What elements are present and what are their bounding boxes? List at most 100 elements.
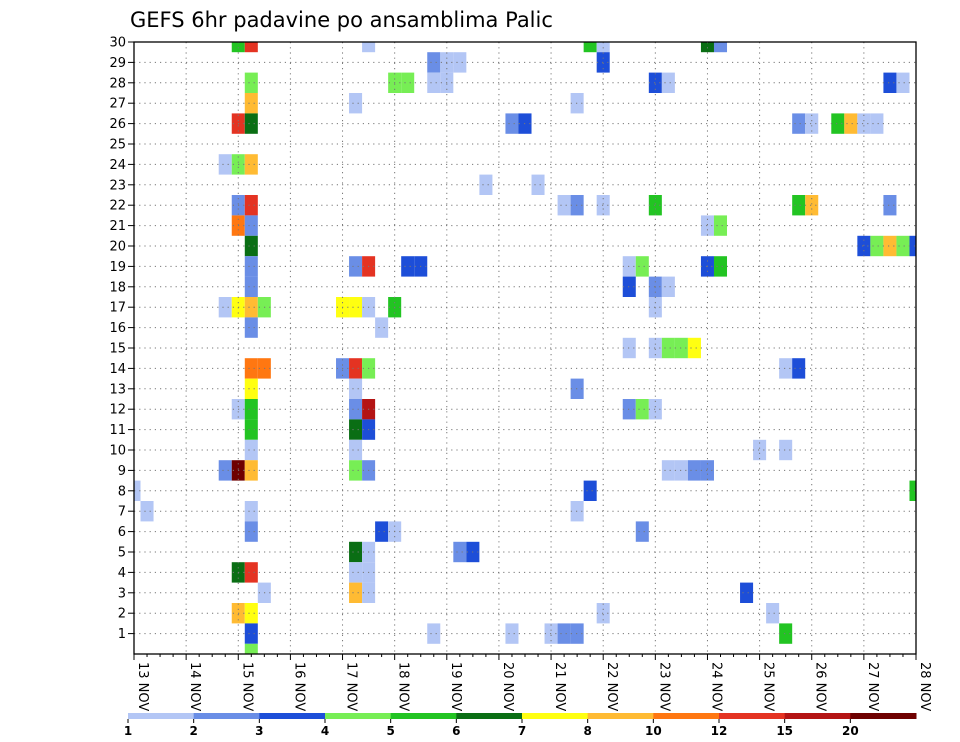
- precip-cell: [244, 256, 258, 277]
- colorbar-swatch: [128, 713, 195, 719]
- precip-cell: [674, 337, 688, 359]
- precip-cell: [349, 256, 363, 277]
- colorbar-swatch: [193, 713, 260, 719]
- y-tick-label: 17: [109, 301, 126, 316]
- precip-cell: [831, 113, 845, 134]
- precip-cell: [401, 256, 415, 277]
- precip-cell: [479, 174, 493, 195]
- chart-title: GEFS 6hr padavine po ansamblima Palic: [130, 8, 553, 32]
- precip-cell: [844, 113, 858, 134]
- precip-cell: [244, 358, 258, 379]
- precip-cell: [622, 256, 636, 277]
- y-tick-label: 26: [109, 117, 126, 132]
- precip-cell: [401, 72, 415, 93]
- precip-cell: [700, 42, 714, 53]
- precip-cell: [661, 460, 675, 481]
- precip-cell: [870, 235, 884, 257]
- x-tick-label: 24 NOV: [708, 662, 723, 711]
- y-axis: 1234567891011121314151617181920212223242…: [109, 36, 134, 642]
- precip-cell: [140, 501, 154, 522]
- y-tick-label: 1: [118, 627, 126, 642]
- y-tick-label: 29: [109, 56, 126, 71]
- y-tick-label: 13: [109, 382, 126, 397]
- precip-cell: [909, 480, 916, 501]
- x-tick-label: 21 NOV: [552, 662, 567, 711]
- y-tick-label: 6: [118, 525, 126, 540]
- precip-cell: [244, 235, 258, 257]
- y-tick-label: 20: [109, 240, 126, 255]
- precip-cell: [583, 42, 597, 53]
- precip-cell: [244, 154, 258, 175]
- y-tick-label: 2: [118, 607, 126, 622]
- precip-cell: [375, 521, 389, 542]
- precip-cell: [596, 42, 610, 53]
- precip-cell: [648, 72, 662, 93]
- colorbar-tick-label: 4: [321, 724, 329, 738]
- precip-cell: [687, 460, 701, 481]
- precip-cell: [557, 623, 571, 644]
- y-tick-label: 16: [109, 321, 126, 336]
- y-tick-label: 3: [118, 586, 126, 601]
- precip-cell: [427, 72, 441, 93]
- precip-cell: [792, 195, 806, 216]
- colorbar-swatch: [325, 713, 392, 719]
- precip-cell: [244, 643, 258, 654]
- precip-cell: [244, 419, 258, 440]
- precip-cell: [349, 399, 363, 420]
- x-axis: 13 NOV 14 NOV 15 NOV 16 NOV 17 NOV 18 NOV 19 N…: [133, 654, 932, 711]
- colorbar-swatch: [653, 713, 720, 719]
- colorbar-swatch: [587, 713, 654, 719]
- precip-cell: [349, 541, 363, 563]
- y-tick-label: 23: [109, 178, 126, 193]
- precip-cell: [218, 460, 232, 481]
- precip-cell: [218, 154, 232, 175]
- grid-lines: [134, 41, 916, 654]
- precip-cell: [349, 460, 363, 481]
- precip-cell: [792, 358, 806, 379]
- precip-cell: [244, 439, 258, 461]
- y-tick-label: 7: [118, 505, 126, 520]
- y-tick-label: 10: [109, 444, 126, 459]
- precip-cell: [857, 113, 871, 134]
- precip-cell: [244, 521, 258, 542]
- precip-cell: [349, 582, 363, 603]
- precip-cell: [244, 501, 258, 522]
- precip-cell: [792, 113, 806, 134]
- colorbar-tick-label: 12: [711, 724, 728, 738]
- precip-cell: [883, 235, 897, 257]
- x-tick-label: 23 NOV: [656, 662, 671, 711]
- colorbar-tick-label: 8: [583, 724, 591, 738]
- precip-cell: [244, 297, 258, 318]
- precip-cell: [779, 439, 793, 461]
- precip-cell: [648, 337, 662, 359]
- x-tick-label: 16 NOV: [291, 662, 306, 711]
- y-tick-label: 9: [118, 464, 126, 479]
- colorbar-swatch: [784, 713, 851, 719]
- precip-cell: [557, 195, 571, 216]
- precip-cell: [244, 603, 258, 624]
- precip-cell: [244, 317, 258, 338]
- precip-cell: [349, 439, 363, 461]
- precip-cell: [713, 256, 728, 277]
- precip-cell: [349, 297, 363, 318]
- y-tick-label: 27: [109, 97, 126, 112]
- precip-cell: [244, 72, 258, 93]
- x-tick-label: 18 NOV: [396, 662, 411, 711]
- precip-cell: [740, 582, 754, 603]
- precip-cell: [896, 235, 910, 257]
- precip-cell: [909, 235, 916, 257]
- precip-cell: [635, 256, 649, 277]
- precip-cell: [244, 113, 258, 134]
- precip-cell: [700, 460, 714, 481]
- precip-cell: [244, 42, 258, 53]
- x-tick-label: 27 NOV: [865, 662, 880, 711]
- colorbar-swatch: [719, 713, 786, 719]
- precip-cell: [713, 215, 728, 236]
- precip-cell: [244, 399, 258, 420]
- y-tick-label: 30: [109, 36, 126, 51]
- precip-cell: [244, 562, 258, 583]
- y-tick-label: 22: [109, 199, 126, 214]
- precip-cell: [244, 378, 258, 399]
- colorbar-tick-label: 6: [452, 724, 460, 738]
